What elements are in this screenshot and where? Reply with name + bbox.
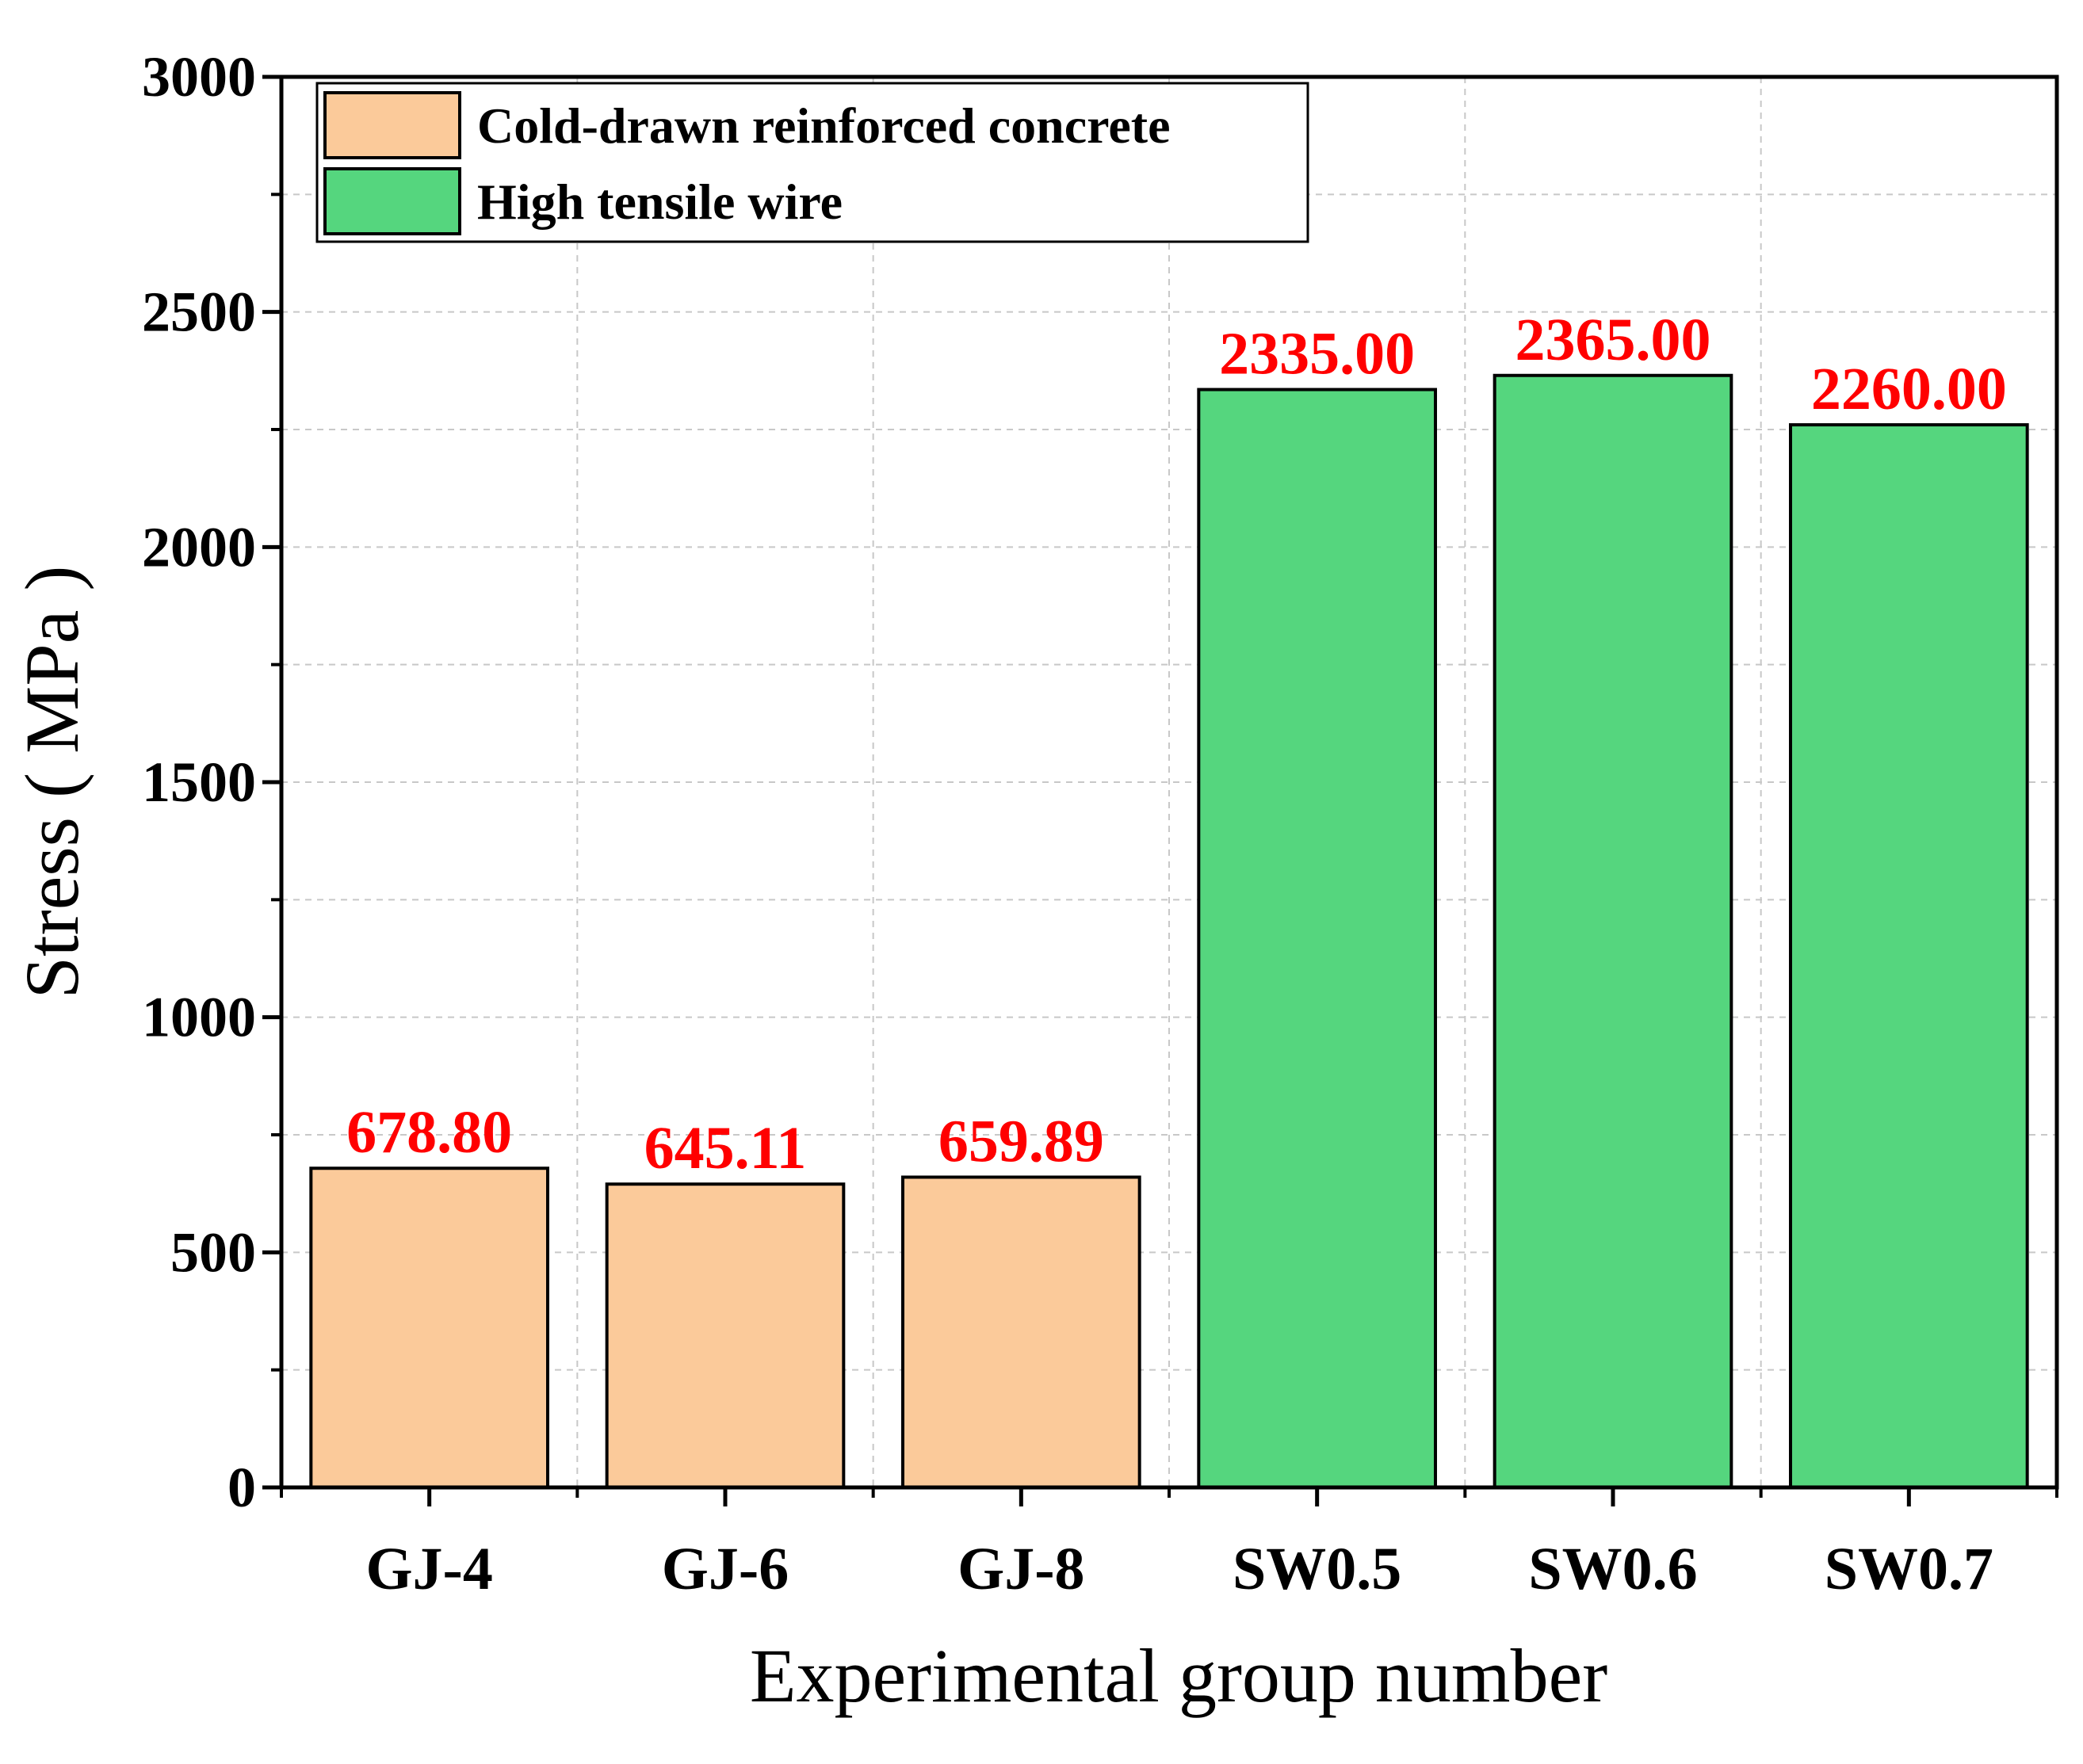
data-label: 2335.00 — [1219, 321, 1415, 388]
bar-layer — [309, 373, 2029, 1490]
legend-swatch-cold-drawn — [323, 91, 461, 159]
x-tick-label: SW0.7 — [1825, 1536, 1993, 1602]
y-tick-label: 3000 — [142, 45, 256, 109]
grid-layer — [281, 77, 2057, 1487]
bar-gj-6 — [605, 1182, 846, 1489]
bar-sw0-7 — [1789, 423, 2029, 1489]
y-tick-label: 0 — [227, 1456, 256, 1519]
y-axis-title: Stress ( MPa ) — [10, 566, 94, 999]
x-tick-label: GJ-8 — [957, 1536, 1084, 1602]
bar-gj-4 — [309, 1166, 549, 1490]
data-label: 2365.00 — [1515, 307, 1711, 373]
x-axis-title: Experimental group number — [750, 1633, 1607, 1718]
x-tick-label: SW0.5 — [1233, 1536, 1401, 1602]
x-tick-label: GJ-6 — [662, 1536, 789, 1602]
data-label: 2260.00 — [1811, 356, 2007, 422]
y-tick-label: 500 — [170, 1220, 256, 1284]
data-label: 645.11 — [644, 1115, 807, 1182]
x-tick-label: SW0.6 — [1528, 1536, 1697, 1602]
bar-sw0-5 — [1197, 388, 1438, 1490]
data-label: 678.80 — [346, 1099, 512, 1166]
data-label: 659.89 — [938, 1108, 1104, 1174]
legend-label-high-tensile: High tensile wire — [477, 174, 843, 230]
data-label-layer: 678.80 645.11 659.89 2335.00 2365.00 2260.00 — [346, 307, 2007, 1182]
x-axis: GJ-4 GJ-6 GJ-8 SW0.5 SW0.6 SW0.7 — [280, 1487, 2058, 1602]
y-axis: 0 500 1000 1500 2000 2500 3000 — [142, 45, 281, 1519]
legend: Cold-drawn reinforced concrete High tens… — [315, 82, 1309, 243]
y-tick-label: 1500 — [142, 750, 256, 814]
bar-sw0-6 — [1492, 373, 1733, 1489]
y-tick-label: 2500 — [142, 281, 256, 344]
legend-swatch-high-tensile — [323, 167, 461, 235]
x-tick-label: GJ-4 — [365, 1536, 492, 1602]
y-tick-label: 2000 — [142, 515, 256, 578]
y-tick-label: 1000 — [142, 986, 256, 1049]
legend-label-cold-drawn: Cold-drawn reinforced concrete — [477, 97, 1171, 154]
legend-frame — [315, 82, 1309, 243]
bar-gj-8 — [901, 1175, 1141, 1489]
